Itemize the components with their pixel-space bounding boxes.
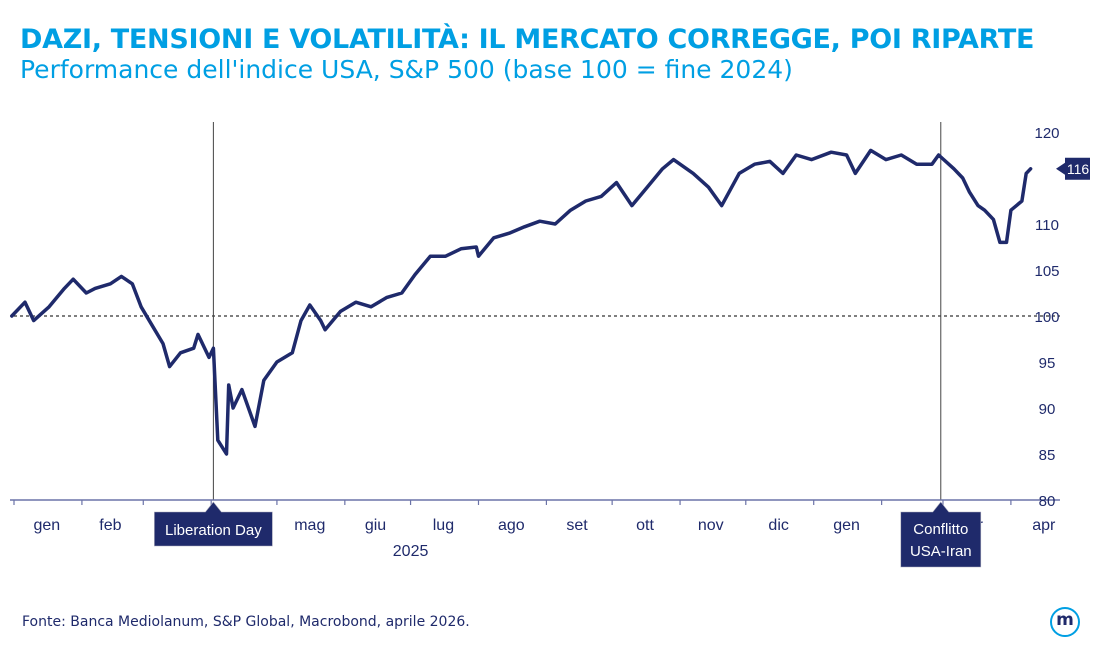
x-tick-label: nov [698, 517, 724, 534]
y-tick-label: 120 [1034, 125, 1059, 142]
mediolanum-logo: m [1050, 607, 1080, 637]
y-tick-label: 105 [1034, 263, 1059, 280]
x-tick-label: apr [1032, 517, 1056, 534]
x-tick-label: ott [636, 517, 654, 534]
x-tick-label: gen [833, 517, 860, 534]
annotation-label: Conflitto [913, 521, 968, 538]
x-tick-label: gen [34, 517, 61, 534]
last-value-label: 116 [1067, 161, 1090, 177]
chart-subtitle: Performance dell'indice USA, S&P 500 (ba… [20, 55, 793, 84]
x-tick-label: feb [99, 517, 121, 534]
x-tick-label: ago [498, 517, 525, 534]
logo-letter: m [1056, 610, 1074, 630]
y-tick-label: 90 [1039, 401, 1056, 418]
y-tick-label: 85 [1039, 447, 1056, 464]
source-note: Fonte: Banca Mediolanum, S&P Global, Mac… [22, 614, 470, 630]
x-tick-label: giu [365, 517, 386, 534]
x-tick-label: mag [294, 517, 325, 534]
y-tick-label: 95 [1039, 355, 1056, 372]
annotation-label: Liberation Day [165, 522, 262, 539]
annotation-label: USA-Iran [910, 543, 972, 560]
annotation-box [900, 501, 982, 568]
x-year-label: 2025 [393, 543, 429, 560]
line-chart: genfebmaggiulugagosetottnovdicgenarapr20… [10, 122, 1090, 568]
chart-title: DAZI, TENSIONI E VOLATILITÀ: IL MERCATO … [20, 24, 1035, 55]
x-tick-label: dic [768, 517, 788, 534]
y-tick-label: 100 [1034, 309, 1059, 326]
series-line [10, 148, 1033, 456]
annotation-box [154, 501, 273, 547]
y-tick-label: 80 [1039, 493, 1056, 510]
y-tick-label: 110 [1035, 217, 1059, 234]
x-tick-label: set [566, 517, 588, 534]
x-tick-label: lug [433, 517, 454, 534]
last-value-marker [1056, 157, 1090, 180]
